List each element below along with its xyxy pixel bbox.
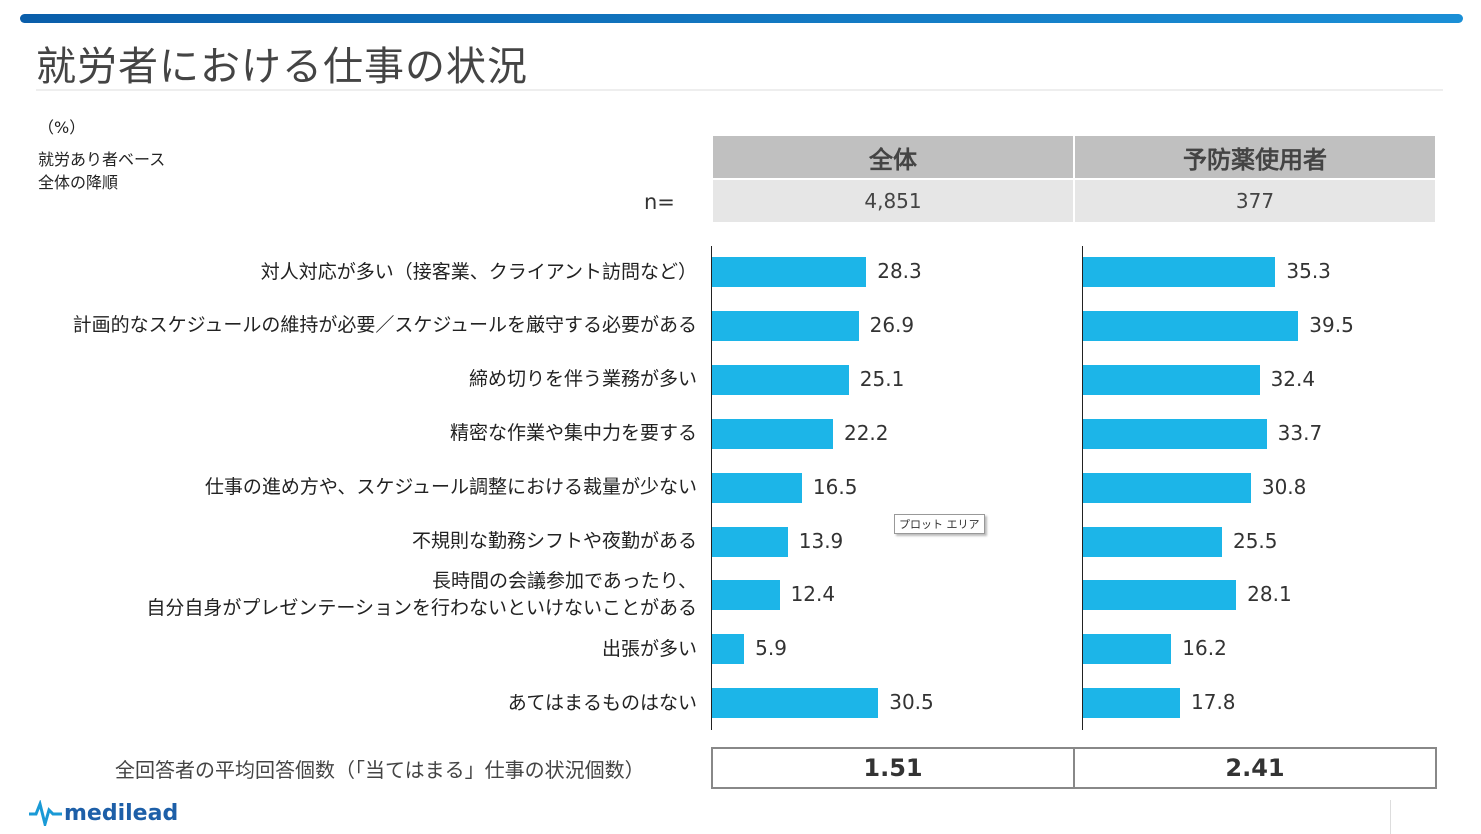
- top-accent-bar: [20, 14, 1463, 23]
- bar[interactable]: [712, 310, 859, 341]
- data-label: 17.8: [1191, 690, 1236, 715]
- bar[interactable]: [712, 580, 780, 611]
- footer-divider: [1390, 800, 1391, 834]
- data-label: 30.8: [1261, 474, 1307, 499]
- category-label: 締め切りを伴う業務が多い: [468, 368, 697, 391]
- header-total: 全体: [713, 136, 1073, 178]
- n-total: 4,851: [713, 180, 1073, 222]
- category-label: 計画的なスケジュールの維持が必要／スケジュールを厳守する必要がある: [72, 314, 697, 337]
- average-label: 全回答者の平均回答個数（「当てはまる」仕事の状況個数）: [115, 758, 645, 782]
- data-label: 22.2: [843, 420, 889, 445]
- header-preventive: 予防薬使用者: [1075, 136, 1435, 178]
- data-label: 28.1: [1247, 582, 1292, 607]
- bar[interactable]: [712, 418, 833, 449]
- data-label: 26.9: [869, 312, 915, 337]
- bar[interactable]: [1083, 418, 1267, 449]
- data-label: 30.5: [889, 690, 934, 715]
- data-label: 25.5: [1232, 528, 1278, 553]
- category-label: 精密な作業や集中力を要する: [449, 422, 697, 445]
- data-label: 33.7: [1277, 420, 1323, 445]
- data-label: 16.5: [812, 474, 858, 499]
- data-label: 12.4: [790, 582, 836, 607]
- data-label: 13.9: [798, 528, 844, 553]
- bar[interactable]: [1083, 472, 1251, 503]
- category-label: 仕事の進め方や、スケジュール調整における裁量が少ない: [204, 476, 697, 499]
- unit-note: （%）: [38, 118, 86, 137]
- sort-note: 全体の降順: [38, 173, 119, 192]
- axis-preventive: [1082, 246, 1083, 730]
- category-label: 不規則な勤務シフトや夜勤がある: [411, 530, 697, 552]
- bar[interactable]: [1083, 580, 1237, 611]
- data-label: 39.5: [1309, 312, 1354, 337]
- bar[interactable]: [712, 364, 849, 395]
- data-label: 32.4: [1270, 366, 1316, 391]
- plot-area-tooltip: プロット エリア: [894, 514, 985, 534]
- pulse-icon: [29, 800, 62, 826]
- bar[interactable]: [1083, 257, 1276, 287]
- bar[interactable]: [712, 688, 879, 719]
- bar[interactable]: [712, 526, 788, 557]
- bar[interactable]: [1083, 364, 1260, 395]
- bar[interactable]: [1083, 526, 1222, 557]
- bar[interactable]: [712, 257, 867, 287]
- axis-total: [711, 246, 712, 730]
- category-label: あてはまるものはない: [507, 691, 697, 714]
- bar[interactable]: [1083, 688, 1180, 719]
- title-divider: [36, 89, 1443, 91]
- average-total: 1.51: [711, 747, 1075, 789]
- data-label: 5.9: [755, 636, 787, 661]
- data-label: 28.3: [877, 259, 922, 283]
- category-label: 対人対応が多い（接客業、クライアント訪問など）: [260, 260, 697, 283]
- n-label: n=: [644, 190, 675, 214]
- medilead-logo: medilead: [28, 800, 178, 826]
- data-label: 25.1: [859, 366, 905, 391]
- base-note: 就労あり者ベース: [38, 150, 166, 169]
- bar[interactable]: [712, 634, 745, 665]
- data-label: 35.3: [1286, 259, 1331, 283]
- bar[interactable]: [712, 472, 802, 503]
- category-label: 長時間の会議参加であったり、 自分自身がプレゼンテーションを行わないといけないこと…: [146, 570, 697, 620]
- logo-text: medilead: [64, 800, 179, 826]
- data-label: 16.2: [1182, 636, 1227, 661]
- page-title: 就労者における仕事の状況: [36, 44, 528, 90]
- category-label: 出張が多い: [601, 637, 697, 660]
- bar[interactable]: [1083, 634, 1172, 665]
- n-preventive: 377: [1075, 180, 1435, 222]
- bar[interactable]: [1083, 310, 1299, 341]
- average-preventive: 2.41: [1073, 747, 1437, 789]
